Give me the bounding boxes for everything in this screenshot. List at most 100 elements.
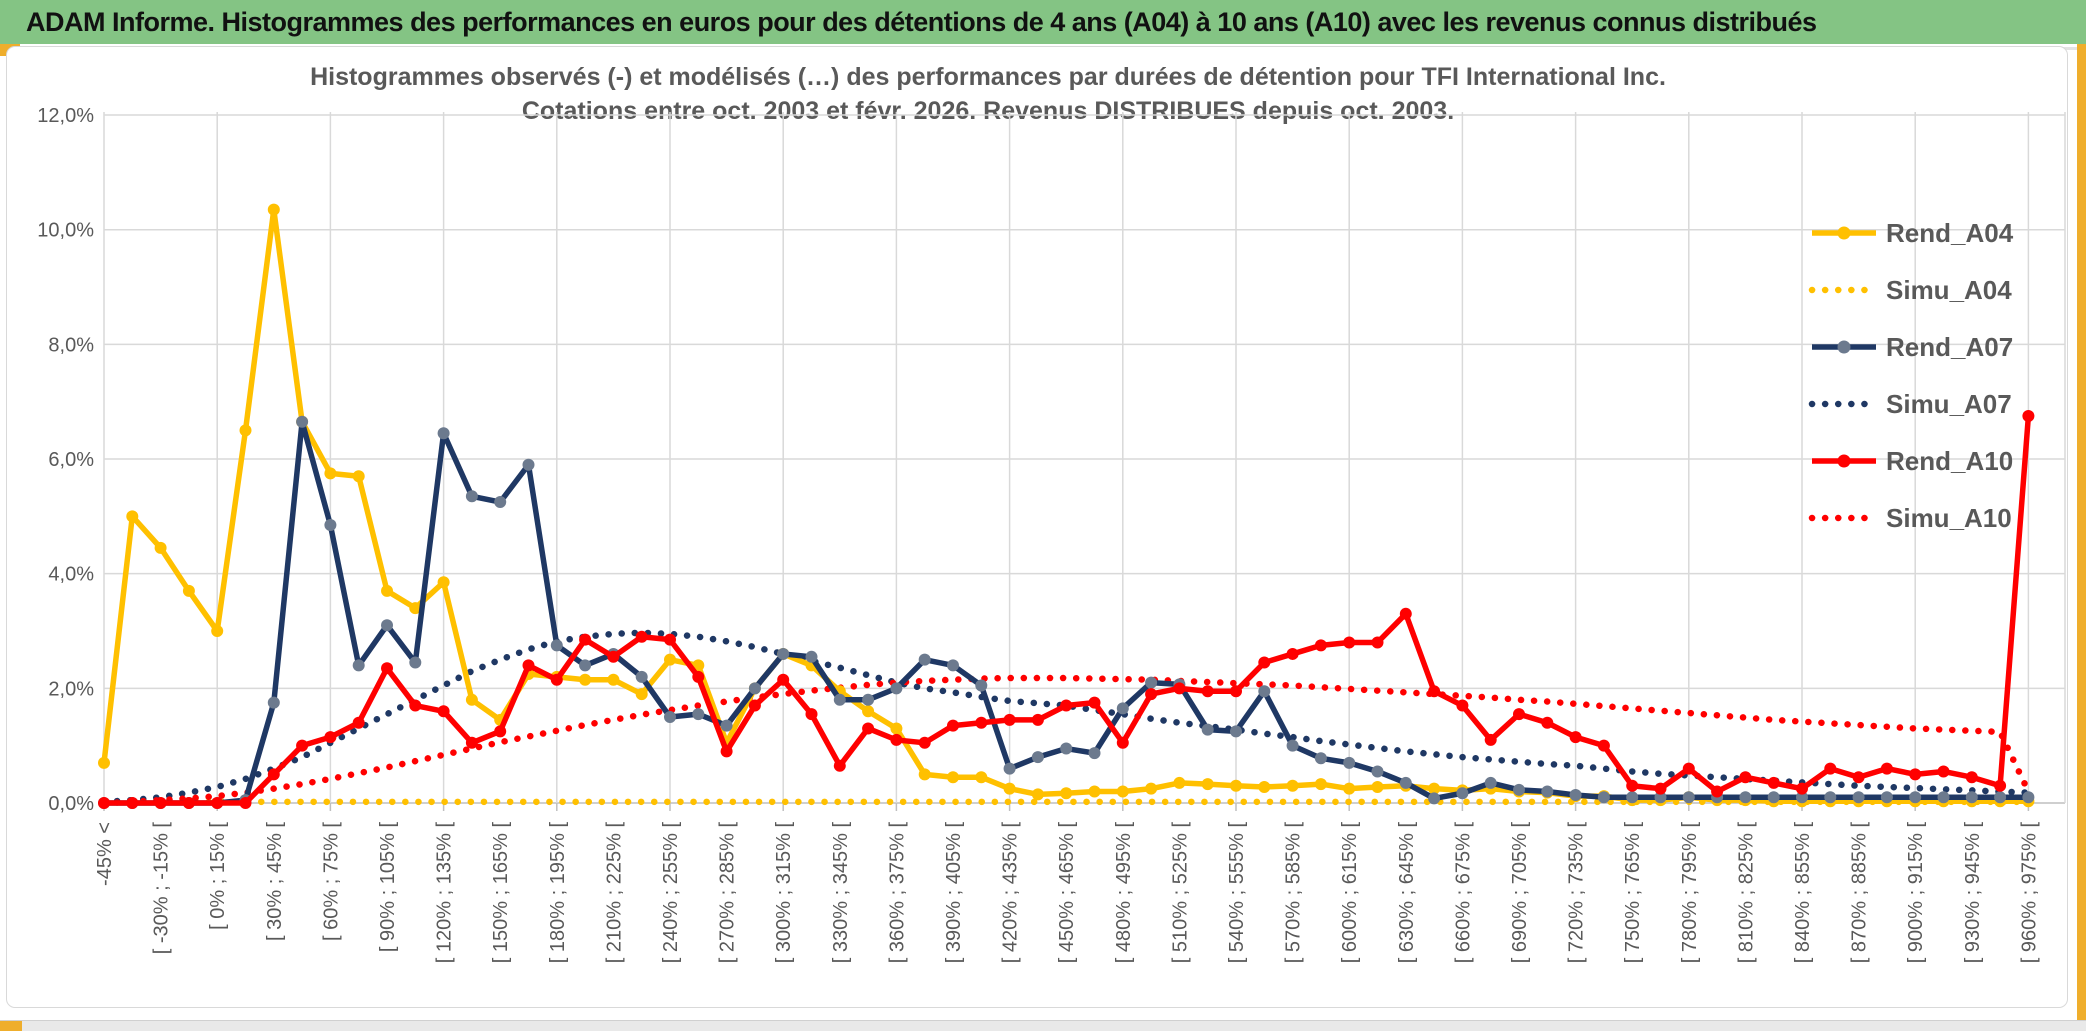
- series-Simu_A10: [100, 674, 2032, 807]
- x-tick-label: [ 510% ; 525% [: [1169, 822, 1191, 964]
- legend-swatch-marker: [1837, 226, 1851, 240]
- y-tick-label: 6,0%: [48, 449, 94, 471]
- data-point: [1626, 779, 1639, 792]
- legend-item-Rend_A04[interactable]: Rend_A04: [1812, 218, 2014, 248]
- series-Rend_A07: [98, 415, 2035, 809]
- x-tick-label: [ 270% ; 285% [: [717, 822, 739, 964]
- data-point: [1230, 685, 1242, 698]
- data-point: [1965, 771, 1978, 784]
- data-point: [1031, 713, 1044, 726]
- data-point: [1286, 739, 1299, 752]
- data-point: [1541, 716, 1554, 729]
- data-point: [1484, 733, 1497, 746]
- legend: Rend_A04 Simu_A04 Rend_A07 Simu_A07 Rend_A10…: [1808, 218, 2014, 533]
- legend-label: Simu_A07: [1886, 389, 2012, 419]
- data-point: [1145, 676, 1158, 689]
- data-point: [607, 650, 620, 663]
- gold-accent-right: [2077, 44, 2086, 1031]
- legend-item-Simu_A04[interactable]: Simu_A04: [1808, 275, 2012, 305]
- legend-item-Rend_A10[interactable]: Rend_A10: [1812, 446, 2013, 476]
- data-point: [664, 653, 676, 666]
- data-point: [918, 653, 931, 666]
- data-point: [1314, 778, 1327, 791]
- data-point: [494, 725, 507, 738]
- data-point: [579, 633, 592, 646]
- data-point: [1597, 791, 1610, 804]
- data-point: [1230, 779, 1242, 792]
- data-point: [1484, 776, 1497, 789]
- data-point: [777, 673, 790, 686]
- x-tick-label: [ 180% ; 195% [: [547, 822, 569, 964]
- data-point: [1513, 708, 1525, 721]
- data-point: [381, 662, 393, 675]
- data-point: [975, 679, 988, 692]
- data-point: [154, 541, 167, 554]
- chart-title-line1: Histogrammes observés (-) et modélisés (…: [310, 63, 1666, 91]
- data-point: [1314, 752, 1327, 765]
- y-axis-labels: 0,0% 2,0% 4,0% 6,0% 8,0% 10,0% 12,0%: [37, 105, 94, 815]
- data-point: [324, 518, 337, 531]
- data-point: [352, 659, 365, 672]
- series-line-Simu_A07: [100, 629, 2032, 806]
- x-tick-label: [ 810% ; 825% [: [1735, 822, 1757, 964]
- x-tick-label: [ -30% ; -15% [: [151, 822, 173, 955]
- data-point: [579, 659, 592, 672]
- data-point: [1230, 725, 1242, 738]
- data-point: [1909, 768, 1922, 781]
- data-point: [352, 470, 365, 483]
- data-point: [1739, 791, 1752, 804]
- x-tick-label: [ 210% ; 225% [: [603, 822, 625, 964]
- x-tick-label: [ 150% ; 165% [: [490, 822, 512, 964]
- data-point: [1145, 782, 1158, 795]
- data-point: [1060, 742, 1073, 755]
- grid-lines: [103, 112, 2066, 811]
- data-point: [1456, 787, 1469, 800]
- data-point: [211, 625, 224, 638]
- window-titlebar: ADAM Informe. Histogrammes des performan…: [0, 0, 2086, 44]
- data-point: [1597, 739, 1610, 752]
- chart-title: Histogrammes observés (-) et modélisés (…: [8, 60, 1968, 128]
- x-tick-label: [ 900% ; 915% [: [1905, 822, 1927, 964]
- data-point: [1796, 782, 1808, 795]
- data-point: [296, 739, 309, 752]
- data-point: [1569, 731, 1582, 744]
- data-point: [607, 673, 620, 686]
- data-point: [918, 736, 931, 749]
- data-point: [975, 716, 988, 729]
- data-point: [409, 699, 422, 712]
- x-tick-label: [ 450% ; 465% [: [1056, 822, 1078, 964]
- data-point: [1880, 762, 1893, 775]
- data-point: [1258, 780, 1271, 793]
- data-point: [465, 490, 478, 503]
- x-tick-label: [ 90% ; 105% [: [377, 822, 399, 953]
- legend-item-Simu_A07[interactable]: Simu_A07: [1808, 389, 2012, 419]
- data-point: [381, 619, 393, 632]
- y-tick-label: 10,0%: [37, 220, 94, 242]
- data-point: [748, 699, 761, 712]
- y-tick-label: 4,0%: [48, 564, 94, 586]
- data-point: [522, 659, 535, 672]
- data-point: [1937, 791, 1950, 804]
- x-tick-label: -45% <: [94, 822, 116, 886]
- data-point: [267, 203, 280, 216]
- legend-label: Rend_A04: [1886, 218, 2014, 248]
- data-point: [437, 705, 450, 718]
- data-point: [947, 771, 959, 784]
- data-point: [1088, 696, 1101, 709]
- x-tick-label: [ 120% ; 135% [: [434, 822, 456, 964]
- data-point: [1428, 685, 1441, 698]
- data-point: [1937, 765, 1950, 778]
- chart-frame: [6, 46, 2068, 1008]
- data-point: [1088, 785, 1101, 798]
- x-tick-label: [ 720% ; 735% [: [1566, 822, 1588, 964]
- data-point: [381, 584, 393, 597]
- data-point: [805, 650, 818, 663]
- data-point: [2022, 410, 2035, 423]
- data-point: [1003, 713, 1016, 726]
- legend-item-Simu_A10[interactable]: Simu_A10: [1808, 503, 2012, 533]
- chart-title-line2: Cotations entre oct. 2003 et févr. 2026.…: [521, 97, 1455, 125]
- data-point: [267, 696, 280, 709]
- legend-item-Rend_A07[interactable]: Rend_A07: [1812, 332, 2013, 362]
- data-point: [1201, 778, 1214, 791]
- bottom-bar: [0, 1020, 2086, 1031]
